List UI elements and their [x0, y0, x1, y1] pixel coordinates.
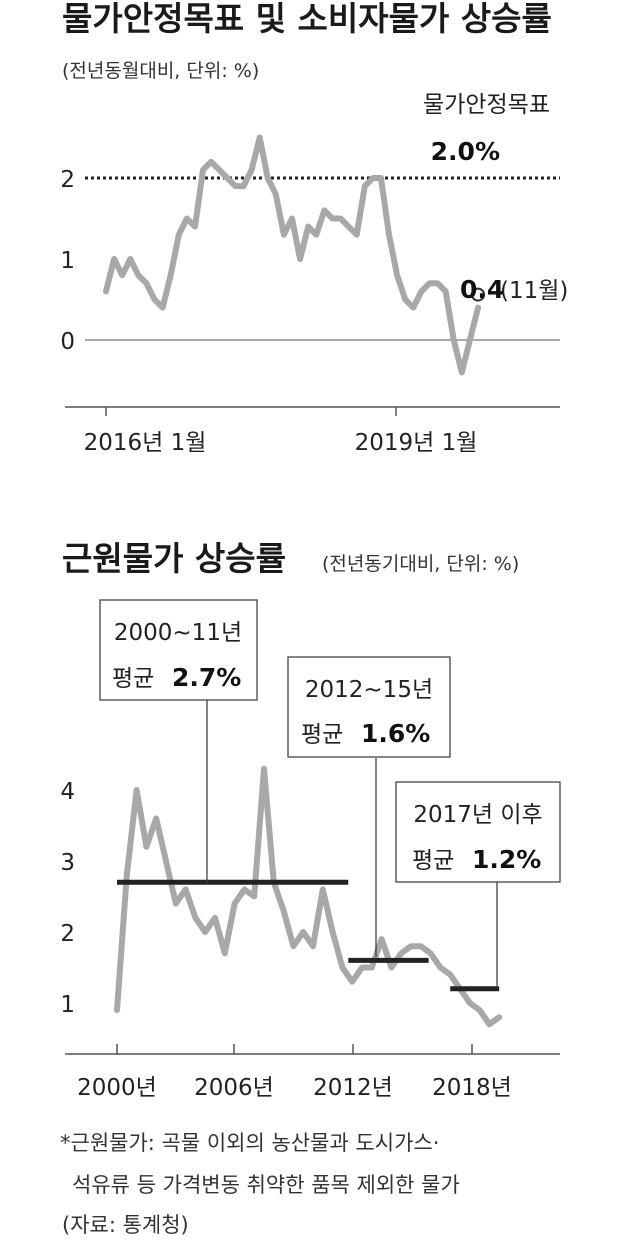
chart1-y-tick-1: 1 — [60, 248, 75, 274]
footnote-source: (자료: 통계청) — [62, 1213, 189, 1237]
chart2-y-tick-1: 1 — [60, 992, 75, 1018]
chart2-y-tick-3: 3 — [60, 850, 75, 876]
avg0-value: 2.7% — [172, 663, 241, 692]
chart1-y-tick-0: 0 — [60, 329, 75, 355]
avg-box-2017-after: 2017년 이후 평균 1.2% — [395, 781, 561, 883]
chart1-y-tick-2: 2 — [60, 167, 75, 193]
core-inflation-line — [114, 765, 503, 1028]
chart2-y-axis: 1 2 3 4 — [60, 779, 75, 1018]
cpi-series-line — [103, 134, 481, 376]
chart1-title: 물가안정목표 및 소비자물가 상승률 — [62, 0, 552, 38]
avg1-value: 1.6% — [361, 719, 430, 748]
last-point-month: (11월) — [500, 278, 568, 304]
chart2-y-tick-4: 4 — [60, 779, 75, 805]
chart2-title: 근원물가 상승률 — [62, 539, 286, 578]
avg2-avg-label: 평균 — [412, 848, 454, 874]
chart2-x-label-2000: 2000년 — [77, 1075, 157, 1101]
footnote-line2: 석유류 등 가격변동 취약한 품목 제외한 물가 — [72, 1173, 460, 1197]
footnote-line1: *근원물가: 곡물 이외의 농산물과 도시가스· — [60, 1131, 439, 1155]
avg2-value: 1.2% — [472, 845, 541, 874]
avg-box-2012-2015: 2012~15년 평균 1.6% — [287, 656, 451, 758]
chart2-subtitle: (전년동기대비, 단위: %) — [322, 553, 519, 575]
cpi-series-points — [106, 137, 478, 372]
avg2-period: 2017년 이후 — [413, 802, 542, 828]
last-point-marker — [471, 287, 485, 302]
avg1-avg-label: 평균 — [301, 722, 343, 748]
avg-box-2000-2011: 2000~11년 평균 2.7% — [99, 599, 258, 701]
avg0-avg-label: 평균 — [112, 666, 154, 692]
avg1-period: 2012~15년 — [305, 677, 433, 703]
target-label: 물가안정목표 — [423, 92, 550, 118]
chart1-x-label-2019: 2019년 1월 — [355, 430, 478, 456]
chart2-y-tick-2: 2 — [60, 921, 75, 947]
chart2-x-label-2018: 2018년 — [432, 1075, 512, 1101]
last-point-value: 0.4 — [460, 275, 504, 304]
target-value-label: 2.0% — [431, 137, 500, 166]
chart1-y-axis: 0 1 2 — [60, 167, 75, 355]
chart2-x-label-2006: 2006년 — [194, 1075, 274, 1101]
chart2-x-label-2012: 2012년 — [313, 1075, 393, 1101]
chart1-subtitle: (전년동월대비, 단위: %) — [62, 60, 259, 82]
chart1-x-label-2016: 2016년 1월 — [84, 430, 207, 456]
avg0-period: 2000~11년 — [114, 620, 242, 646]
